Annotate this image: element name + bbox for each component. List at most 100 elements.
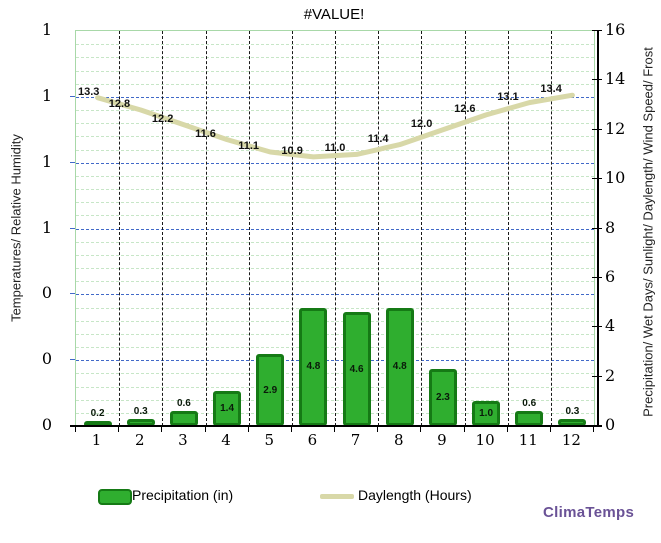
x-axis-tick-label: 8 bbox=[393, 431, 404, 449]
right-axis-tick-label: 8 bbox=[605, 217, 616, 237]
bar-month-11 bbox=[515, 411, 544, 426]
x-axis-tick-label: 6 bbox=[307, 431, 318, 449]
left-axis-tick-mark bbox=[70, 293, 75, 295]
line-value-label: 12.0 bbox=[410, 117, 433, 130]
bar-month-10 bbox=[472, 401, 501, 426]
right-axis-tick-mark bbox=[592, 425, 602, 426]
bar-value-label: 2.3 bbox=[435, 392, 450, 404]
x-axis-tick-label: 4 bbox=[221, 431, 231, 449]
right-axis-tick-label: 0 bbox=[605, 415, 616, 434]
gridline-vertical bbox=[335, 31, 336, 426]
line-value-label: 10.9 bbox=[281, 144, 303, 157]
right-axis-tick-label: 16 bbox=[605, 20, 626, 39]
x-axis-tick-mark bbox=[204, 427, 206, 432]
x-axis-tick-mark bbox=[506, 427, 508, 432]
line-value-label: 12.6 bbox=[454, 102, 476, 115]
bar-month-6 bbox=[299, 307, 328, 426]
x-axis-tick-mark bbox=[377, 427, 379, 432]
gridline-vertical bbox=[291, 31, 293, 426]
x-axis-tick-label: 1 bbox=[91, 431, 102, 449]
x-axis-tick-mark bbox=[290, 427, 292, 432]
bar-month-9 bbox=[428, 369, 457, 426]
right-axis-tick-label: 6 bbox=[605, 266, 616, 286]
line-value-label: 11.4 bbox=[367, 132, 389, 145]
bar-value-label: 0.2 bbox=[90, 408, 105, 420]
x-axis-tick-mark bbox=[334, 427, 335, 432]
right-axis-tick-label: 14 bbox=[605, 69, 626, 89]
x-axis-tick-label: 3 bbox=[178, 431, 188, 449]
line-value-label: 13.4 bbox=[540, 83, 562, 96]
chart-title: #VALUE! bbox=[303, 6, 365, 23]
x-axis-tick-mark bbox=[161, 427, 163, 432]
right-axis-tick-mark bbox=[592, 79, 602, 81]
right-axis-tick-label: 4 bbox=[605, 316, 616, 336]
right-axis-tick-label: 12 bbox=[605, 118, 626, 138]
x-axis-tick-label: 10 bbox=[475, 431, 495, 449]
line-value-label: 13.3 bbox=[78, 85, 100, 98]
x-axis-tick-mark bbox=[549, 427, 551, 432]
line-value-label: 12.8 bbox=[108, 98, 131, 110]
line-value-label: 13.1 bbox=[497, 90, 519, 103]
gridline-vertical bbox=[550, 31, 552, 426]
bar-value-label: 0.3 bbox=[133, 405, 148, 417]
line-value-label: 12.2 bbox=[151, 112, 174, 125]
gridline-vertical bbox=[162, 31, 164, 426]
gridline-vertical bbox=[378, 31, 380, 426]
bar-value-label: 0.6 bbox=[522, 398, 537, 410]
x-axis-tick-mark bbox=[420, 427, 422, 432]
bar-month-4 bbox=[213, 391, 242, 426]
daylength-line bbox=[95, 92, 575, 160]
climatemps-logo[interactable]: ClimaTemps bbox=[543, 504, 635, 521]
line-value-label: 11.1 bbox=[238, 139, 260, 152]
left-axis-tick-mark bbox=[70, 161, 75, 163]
left-axis-tick-label: 1 bbox=[41, 85, 52, 105]
line-value-label: 11.6 bbox=[195, 127, 216, 140]
left-axis-tick-label: 0 bbox=[41, 283, 52, 303]
x-axis-tick-mark bbox=[247, 427, 249, 432]
legend-daylength-swatch bbox=[320, 494, 354, 499]
left-axis-tick-label: 1 bbox=[41, 20, 52, 39]
bar-month-8 bbox=[385, 307, 414, 426]
bar-value-label: 1.4 bbox=[220, 403, 235, 415]
right-axis-tick-mark bbox=[592, 128, 602, 130]
bar-value-label: 4.6 bbox=[349, 363, 364, 375]
right-axis-tick-mark bbox=[592, 276, 602, 278]
right-axis-tick-mark bbox=[592, 326, 602, 328]
x-axis-line bbox=[70, 425, 602, 427]
x-axis-tick-label: 11 bbox=[518, 431, 538, 449]
left-axis-tick-label: 1 bbox=[41, 151, 52, 171]
bar-month-2 bbox=[126, 418, 155, 426]
left-axis-tick-label: 0 bbox=[41, 415, 52, 434]
bar-value-label: 4.8 bbox=[392, 361, 407, 373]
right-axis-tick-label: 10 bbox=[605, 168, 626, 188]
legend-daylength-label: Daylength (Hours) bbox=[358, 487, 472, 503]
bar-value-label: 2.9 bbox=[263, 384, 278, 396]
bar-month-5 bbox=[256, 354, 285, 426]
left-axis-tick-mark bbox=[70, 95, 75, 97]
line-value-label: 11.0 bbox=[324, 142, 346, 155]
gridline-vertical bbox=[248, 31, 250, 426]
right-axis-tick-mark bbox=[592, 227, 602, 229]
left-axis-tick-mark bbox=[70, 227, 75, 229]
left-axis-tick-label: 0 bbox=[41, 349, 52, 369]
gridline-vertical bbox=[421, 31, 423, 426]
x-axis-tick-label: 7 bbox=[350, 431, 361, 449]
gridline-vertical bbox=[507, 31, 509, 426]
bar-value-label: 4.8 bbox=[306, 361, 321, 373]
x-axis-tick-label: 9 bbox=[437, 431, 447, 449]
bar-month-3 bbox=[169, 411, 198, 426]
right-axis-tick-mark bbox=[592, 375, 602, 377]
x-axis-tick-mark bbox=[75, 427, 76, 432]
x-axis-tick-mark bbox=[593, 427, 594, 432]
gridline-vertical bbox=[464, 31, 466, 426]
right-axis-tick-label: 2 bbox=[605, 365, 616, 385]
left-axis-tick-label: 1 bbox=[41, 217, 52, 237]
plot-area: 0.2 0.3 0.6 1.4 2.9 4.8 4.6 4.8 2.3 1.0 0.6 0.3 13.3… bbox=[75, 30, 595, 428]
gridline-vertical bbox=[205, 31, 207, 426]
x-axis-tick-label: 2 bbox=[134, 431, 145, 449]
x-axis-tick-mark bbox=[118, 427, 120, 432]
bar-value-label: 0.6 bbox=[176, 398, 191, 410]
bar-value-label: 0.3 bbox=[565, 405, 580, 417]
x-axis-tick-label: 12 bbox=[561, 431, 581, 449]
